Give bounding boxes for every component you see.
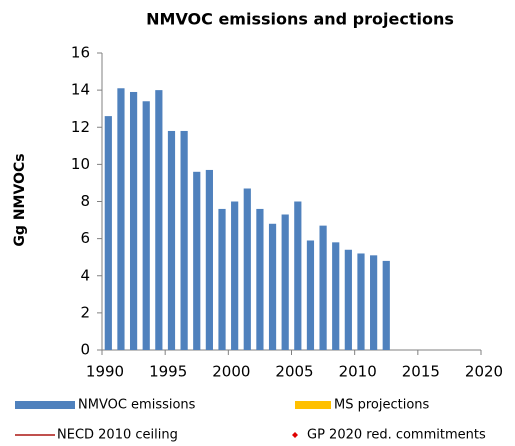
legend: NMVOC emissions MS projections NECD 2010 c…	[15, 398, 486, 443]
y-tick-label: 2	[80, 303, 90, 321]
bar	[193, 171, 201, 350]
bar	[231, 201, 239, 350]
x-tick-label: 2005	[275, 363, 313, 381]
bar	[218, 208, 226, 350]
bar	[332, 242, 340, 350]
y-axis-label: Gg NMVOCs	[12, 153, 28, 246]
legend-label: NECD 2010 ceiling	[57, 428, 178, 443]
bar	[319, 225, 327, 350]
bar	[104, 116, 112, 350]
bar	[382, 260, 390, 350]
bar	[129, 91, 138, 350]
y-tick-label: 16	[71, 44, 90, 62]
bar	[117, 88, 125, 351]
x-tick-label: 1990	[86, 363, 124, 381]
bar	[243, 188, 251, 350]
bar	[155, 90, 163, 350]
x-tick-label: 2015	[402, 363, 440, 381]
bar	[370, 255, 378, 350]
y-tick-label: 8	[80, 192, 90, 210]
bar	[256, 208, 264, 350]
bar	[344, 249, 352, 350]
x-tick-label: 1995	[149, 363, 187, 381]
x-tick-label: 2010	[339, 363, 377, 381]
legend-swatch	[15, 401, 75, 409]
bar	[268, 223, 277, 350]
bar	[294, 201, 302, 350]
legend-swatch	[295, 401, 331, 409]
y-tick-label: 0	[80, 341, 90, 359]
y-tick-label: 4	[80, 266, 90, 284]
bar	[357, 253, 365, 350]
y-tick-label: 14	[71, 81, 90, 99]
x-tick-label: 2000	[212, 363, 250, 381]
bar	[205, 169, 213, 350]
bar	[306, 240, 315, 350]
bar	[167, 130, 176, 350]
bar	[180, 130, 188, 350]
chart-title: NMVOC emissions and projections	[146, 10, 454, 29]
legend-swatch	[292, 432, 298, 438]
y-tick-label: 6	[80, 229, 90, 247]
bar	[281, 214, 289, 350]
legend-label: MS projections	[334, 398, 430, 413]
legend-label: NMVOC emissions	[78, 398, 196, 413]
y-tick-label: 12	[71, 118, 90, 136]
x-tick-label: 2020	[465, 363, 503, 381]
bar	[142, 101, 150, 350]
y-tick-label: 10	[71, 155, 90, 173]
legend-label: GP 2020 red. commitments	[307, 428, 486, 443]
